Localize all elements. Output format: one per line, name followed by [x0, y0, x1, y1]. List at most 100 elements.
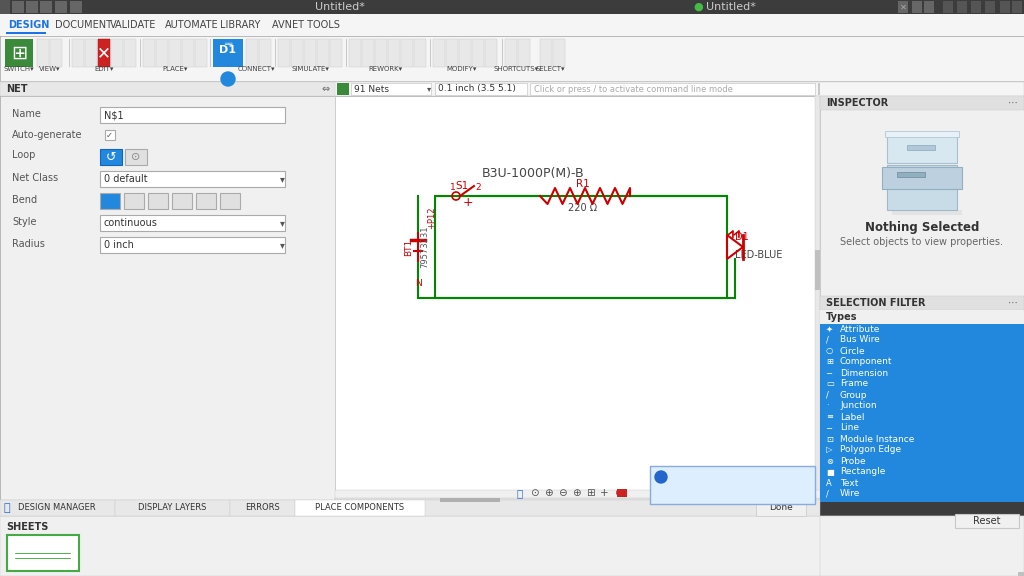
Text: 79573231: 79573231 [421, 226, 429, 268]
Text: BT1: BT1 [404, 238, 414, 256]
Bar [0, 0, 10, 14]
Bar [435, 83, 527, 95]
Text: ≡: ≡ [826, 412, 833, 422]
Text: CONNECT▾: CONNECT▾ [238, 66, 274, 72]
Bar [50, 39, 62, 67]
Text: D1: D1 [735, 232, 749, 242]
Bar [375, 39, 387, 67]
Bar [0, 500, 820, 516]
Bar [100, 215, 285, 231]
Text: DESIGN MANAGER: DESIGN MANAGER [18, 503, 96, 513]
Text: 220 Ω: 220 Ω [568, 203, 598, 213]
Bar [362, 39, 374, 67]
Bar [887, 135, 957, 163]
Bar [5, 39, 33, 67]
Text: i: i [659, 472, 663, 482]
Text: Probe: Probe [840, 457, 865, 465]
Text: N$1: N$1 [104, 110, 124, 120]
Text: 79573231: 79573231 [670, 486, 709, 495]
Text: ▾: ▾ [280, 218, 285, 228]
Text: AUTOMATE: AUTOMATE [165, 20, 219, 30]
Text: ✕: ✕ [899, 2, 906, 12]
Bar [40, 1, 52, 13]
Bar [0, 96, 335, 500]
Circle shape [655, 471, 667, 483]
Text: Label: Label [840, 412, 864, 422]
Text: ⊗: ⊗ [826, 457, 833, 465]
Bar [72, 39, 84, 67]
Bar [100, 193, 120, 209]
Bar [485, 39, 497, 67]
Text: REWORK▾: REWORK▾ [368, 66, 402, 72]
Text: Bend: Bend [12, 195, 37, 205]
Text: MODIFY▾: MODIFY▾ [446, 66, 477, 72]
Text: +: + [463, 195, 473, 209]
Bar [330, 39, 342, 67]
Text: 2: 2 [475, 184, 481, 192]
Text: VIEW▾: VIEW▾ [39, 66, 60, 72]
Text: LIBRARY: LIBRARY [220, 20, 260, 30]
Text: Wire: Wire [840, 490, 860, 498]
Bar [12, 1, 24, 13]
Bar [897, 172, 925, 177]
Bar [0, 82, 335, 96]
Bar [388, 39, 400, 67]
Bar [37, 39, 49, 67]
Text: ⊡: ⊡ [826, 434, 833, 444]
Text: Click or press / to activate command line mode: Click or press / to activate command lin… [534, 85, 733, 93]
Text: ✦: ✦ [826, 324, 833, 334]
Text: Module Instance: Module Instance [840, 434, 914, 444]
Bar [518, 39, 530, 67]
Bar [985, 1, 995, 13]
Text: Group: Group [840, 391, 867, 400]
Text: B3U-1000P(M)-B: B3U-1000P(M)-B [481, 166, 585, 180]
Text: Radius: Radius [12, 239, 45, 249]
Bar [335, 498, 820, 502]
Bar [1012, 1, 1022, 13]
Bar [291, 39, 303, 67]
Text: DOCUMENT: DOCUMENT [55, 20, 112, 30]
Bar [213, 39, 243, 67]
Bar [246, 39, 258, 67]
Bar [892, 210, 962, 215]
Bar [435, 196, 727, 298]
Text: D1: D1 [219, 45, 237, 55]
Bar [156, 39, 168, 67]
Text: ▷: ▷ [826, 445, 833, 454]
Text: DISPLAY LAYERS: DISPLAY LAYERS [138, 503, 206, 513]
Text: ⊙: ⊙ [529, 488, 539, 498]
Text: S1: S1 [456, 181, 469, 191]
Text: ⇔: ⇔ [322, 84, 330, 94]
Bar [143, 39, 155, 67]
Bar [818, 83, 820, 95]
Bar [124, 39, 136, 67]
Bar [815, 96, 820, 500]
Bar [220, 193, 240, 209]
Bar [115, 500, 230, 516]
Text: continuous: continuous [104, 218, 158, 228]
Text: 1: 1 [451, 184, 456, 192]
Text: Rectangle: Rectangle [840, 468, 886, 476]
Bar [317, 39, 329, 67]
Text: ⊕: ⊕ [544, 488, 552, 498]
Bar [907, 145, 935, 150]
Bar [100, 149, 122, 165]
Bar [182, 39, 194, 67]
Bar [756, 500, 806, 516]
Bar [553, 39, 565, 67]
Text: Reset: Reset [973, 516, 1000, 526]
Bar [924, 1, 934, 13]
Bar [0, 82, 1024, 96]
Bar [887, 165, 957, 210]
Text: Frame: Frame [840, 380, 868, 388]
Text: ⊕: ⊕ [571, 488, 581, 498]
Text: Loop: Loop [12, 150, 36, 160]
Text: /: / [826, 391, 828, 400]
Bar [943, 1, 953, 13]
Bar [195, 39, 207, 67]
Text: ⊗: ⊗ [613, 488, 623, 498]
Text: SHEETS: SHEETS [6, 522, 48, 532]
Bar [0, 500, 115, 516]
Text: EDIT▾: EDIT▾ [94, 66, 114, 72]
Bar [85, 39, 97, 67]
